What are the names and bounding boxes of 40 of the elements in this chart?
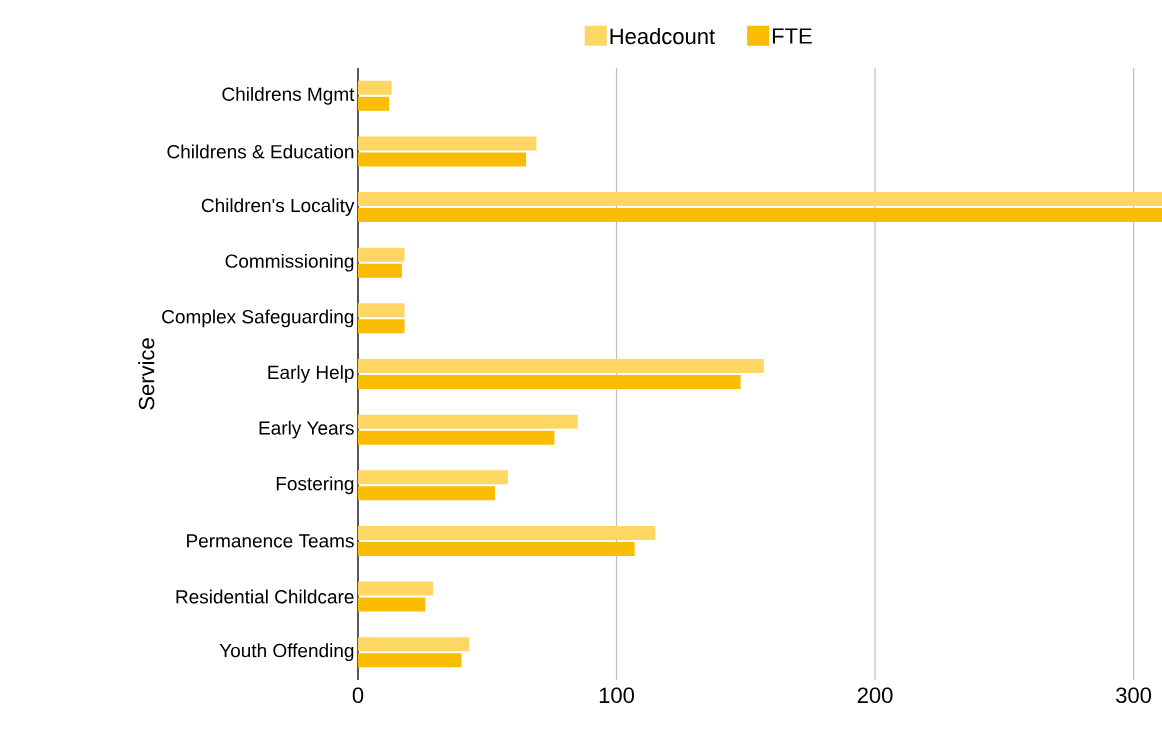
bar bbox=[358, 581, 433, 596]
y-tick-label: Children's Locality bbox=[201, 198, 355, 216]
bar bbox=[358, 637, 470, 652]
y-tick-label: Youth Offending bbox=[219, 643, 354, 662]
x-tick-label: 200 bbox=[857, 687, 893, 704]
bar bbox=[358, 430, 555, 445]
y-tick-label: Permanence Teams bbox=[187, 534, 354, 548]
legend-label: Headcount bbox=[610, 28, 715, 45]
bar bbox=[358, 597, 426, 612]
bar bbox=[358, 470, 508, 485]
bar bbox=[358, 414, 578, 429]
bar bbox=[358, 303, 405, 318]
bar bbox=[358, 96, 390, 111]
y-tick-label: Complex Safeguarding bbox=[162, 309, 354, 328]
y-tick-label: Commissioning bbox=[225, 253, 354, 272]
y-tick-label: Residential Childcare bbox=[176, 589, 354, 604]
y-tick-label: Childrens & Education bbox=[167, 144, 354, 159]
y-tick-label: Early Years bbox=[259, 420, 354, 439]
bar bbox=[358, 247, 405, 262]
bar bbox=[358, 359, 764, 373]
bar bbox=[358, 152, 527, 167]
y-tick-label: Early Help bbox=[268, 365, 354, 383]
bar bbox=[358, 192, 1162, 207]
legend-label: FTE bbox=[772, 28, 812, 44]
bar bbox=[358, 541, 635, 556]
bar bbox=[358, 525, 656, 540]
bar bbox=[358, 208, 1162, 223]
bar bbox=[358, 263, 402, 278]
bar bbox=[358, 486, 496, 501]
bar bbox=[358, 653, 462, 668]
bar bbox=[358, 136, 537, 151]
bar bbox=[358, 80, 392, 95]
y-tick-label: Childrens Mgmt bbox=[222, 86, 355, 105]
x-tick-label: 300 bbox=[1116, 687, 1152, 704]
x-tick-label: 0 bbox=[352, 687, 364, 704]
x-tick-label: 100 bbox=[599, 687, 635, 704]
bar bbox=[358, 319, 405, 334]
y-tick-label: Fostering bbox=[276, 476, 354, 495]
bar bbox=[358, 375, 741, 389]
y-axis-title: Service bbox=[138, 338, 155, 410]
